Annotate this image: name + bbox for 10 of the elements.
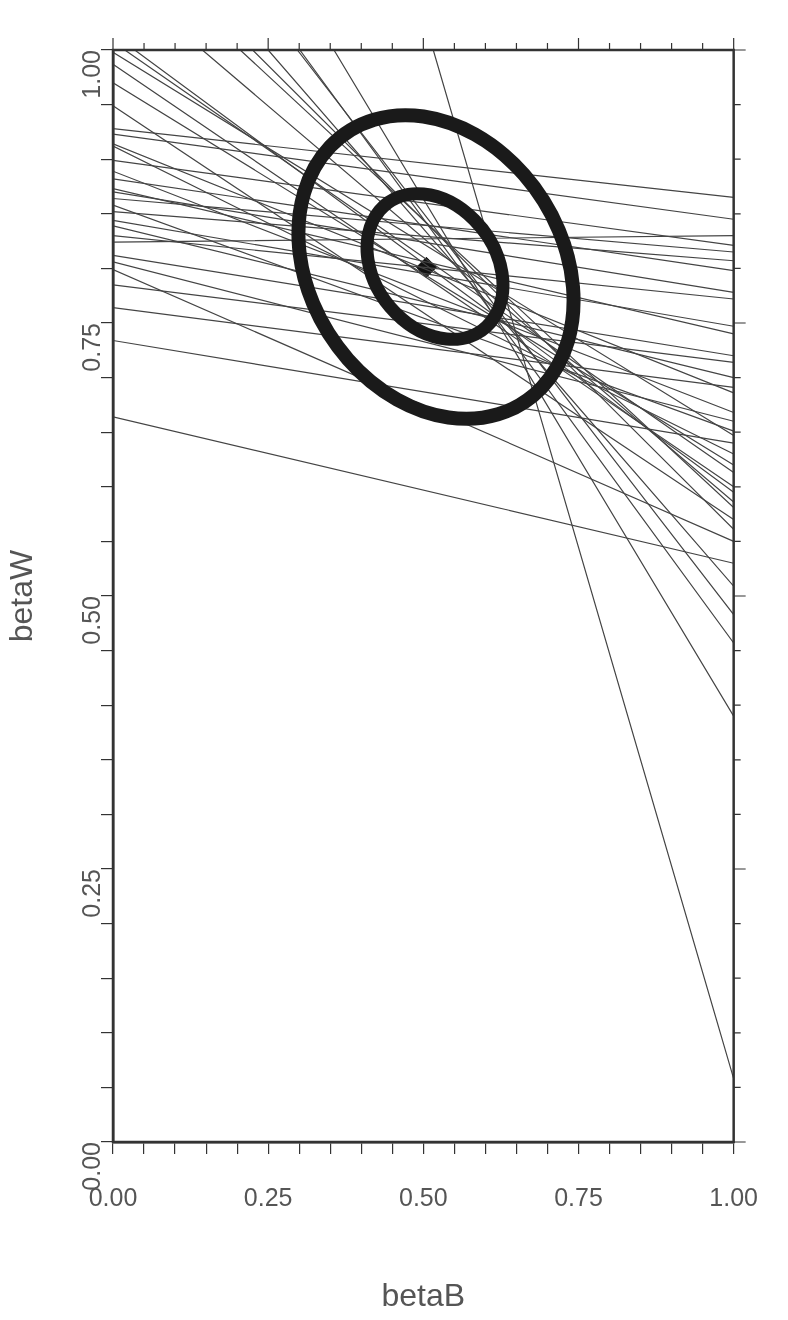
y-tick-label: 0.75 bbox=[76, 323, 105, 372]
y-tick-label: 0.50 bbox=[76, 596, 105, 645]
x-axis-title: betaB bbox=[381, 1276, 466, 1313]
x-tick-label: 0.50 bbox=[399, 1182, 448, 1211]
y-tick-label: 0.25 bbox=[76, 869, 105, 918]
y-axis-title: betaW bbox=[3, 548, 40, 643]
x-tick-label: 0.75 bbox=[554, 1182, 603, 1211]
x-tick-label: 1.00 bbox=[709, 1182, 759, 1211]
y-tick-label: 1.00 bbox=[76, 50, 105, 99]
x-tick-label: 0.25 bbox=[243, 1182, 293, 1211]
